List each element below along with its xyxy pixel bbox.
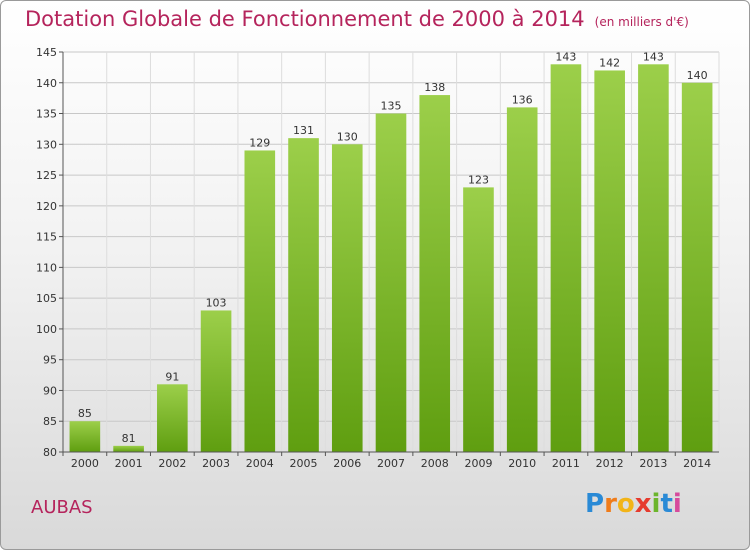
x-tick-label: 2006 [333, 457, 361, 470]
x-tick-label: 2000 [71, 457, 99, 470]
bar-2000 [69, 421, 101, 452]
data-label: 130 [337, 130, 358, 143]
y-tick-label: 110 [36, 261, 57, 274]
x-tick-label: 2008 [421, 457, 449, 470]
data-label: 91 [165, 370, 179, 383]
bar-2014 [681, 82, 713, 453]
logo-letter: x [634, 489, 652, 519]
bar-2001 [113, 445, 144, 452]
y-tick-label: 95 [43, 354, 57, 367]
data-label: 142 [599, 56, 620, 69]
y-tick-label: 125 [36, 169, 57, 182]
logo-letter: i [651, 489, 661, 519]
x-tick-label: 2010 [508, 457, 536, 470]
data-label: 81 [122, 432, 136, 445]
bar-2009 [463, 187, 494, 452]
bar-2003 [200, 310, 232, 452]
logo-letter: i [672, 489, 682, 519]
bar-2006 [331, 144, 363, 453]
data-label: 143 [643, 50, 664, 63]
city-name: AUBAS [31, 497, 93, 518]
data-label: 140 [687, 69, 708, 82]
chart-title-text: Dotation Globale de Fonctionnement de 20… [25, 7, 585, 31]
y-tick-label: 85 [43, 415, 57, 428]
x-tick-label: 2013 [639, 457, 667, 470]
proxiti-logo: Proxiti [585, 489, 682, 519]
x-tick-label: 2011 [552, 457, 580, 470]
x-tick-label: 2009 [464, 457, 492, 470]
data-label: 123 [468, 173, 489, 186]
y-tick-label: 140 [36, 77, 57, 90]
y-tick-label: 130 [36, 138, 57, 151]
y-tick-label: 145 [36, 46, 57, 59]
bar-2004 [244, 150, 276, 452]
bar-2011 [550, 64, 582, 453]
x-tick-label: 2002 [158, 457, 186, 470]
data-label: 135 [381, 100, 402, 113]
data-label: 129 [249, 136, 270, 149]
bar-2005 [288, 138, 319, 452]
x-tick-label: 2001 [115, 457, 143, 470]
chart-title: Dotation Globale de Fonctionnement de 20… [25, 7, 689, 31]
data-label: 103 [206, 296, 227, 309]
logo-letter: t [660, 489, 673, 519]
x-tick-label: 2003 [202, 457, 230, 470]
bar-2013 [638, 64, 669, 453]
bar-2007 [375, 113, 407, 453]
y-tick-label: 135 [36, 108, 57, 121]
data-label: 136 [512, 93, 533, 106]
x-tick-label: 2014 [683, 457, 711, 470]
y-tick-label: 120 [36, 200, 57, 213]
bar-2010 [506, 107, 538, 452]
x-tick-label: 2004 [246, 457, 274, 470]
logo-letter: r [604, 489, 617, 519]
data-label: 85 [78, 407, 92, 420]
y-tick-label: 115 [36, 231, 57, 244]
x-tick-label: 2007 [377, 457, 405, 470]
bar-2002 [157, 384, 188, 452]
y-tick-label: 105 [36, 292, 57, 305]
logo-letter: o [616, 489, 635, 519]
x-tick-label: 2012 [596, 457, 624, 470]
data-label: 131 [293, 124, 314, 137]
bar-2008 [419, 95, 451, 453]
logo-letter: P [585, 489, 605, 519]
x-tick-label: 2005 [290, 457, 318, 470]
y-tick-label: 80 [43, 446, 57, 459]
data-label: 143 [555, 50, 576, 63]
data-label: 138 [424, 81, 445, 94]
y-tick-label: 90 [43, 384, 57, 397]
bar-2012 [594, 70, 625, 452]
y-tick-label: 100 [36, 323, 57, 336]
chart-unit: (en milliers d'€) [594, 15, 689, 29]
